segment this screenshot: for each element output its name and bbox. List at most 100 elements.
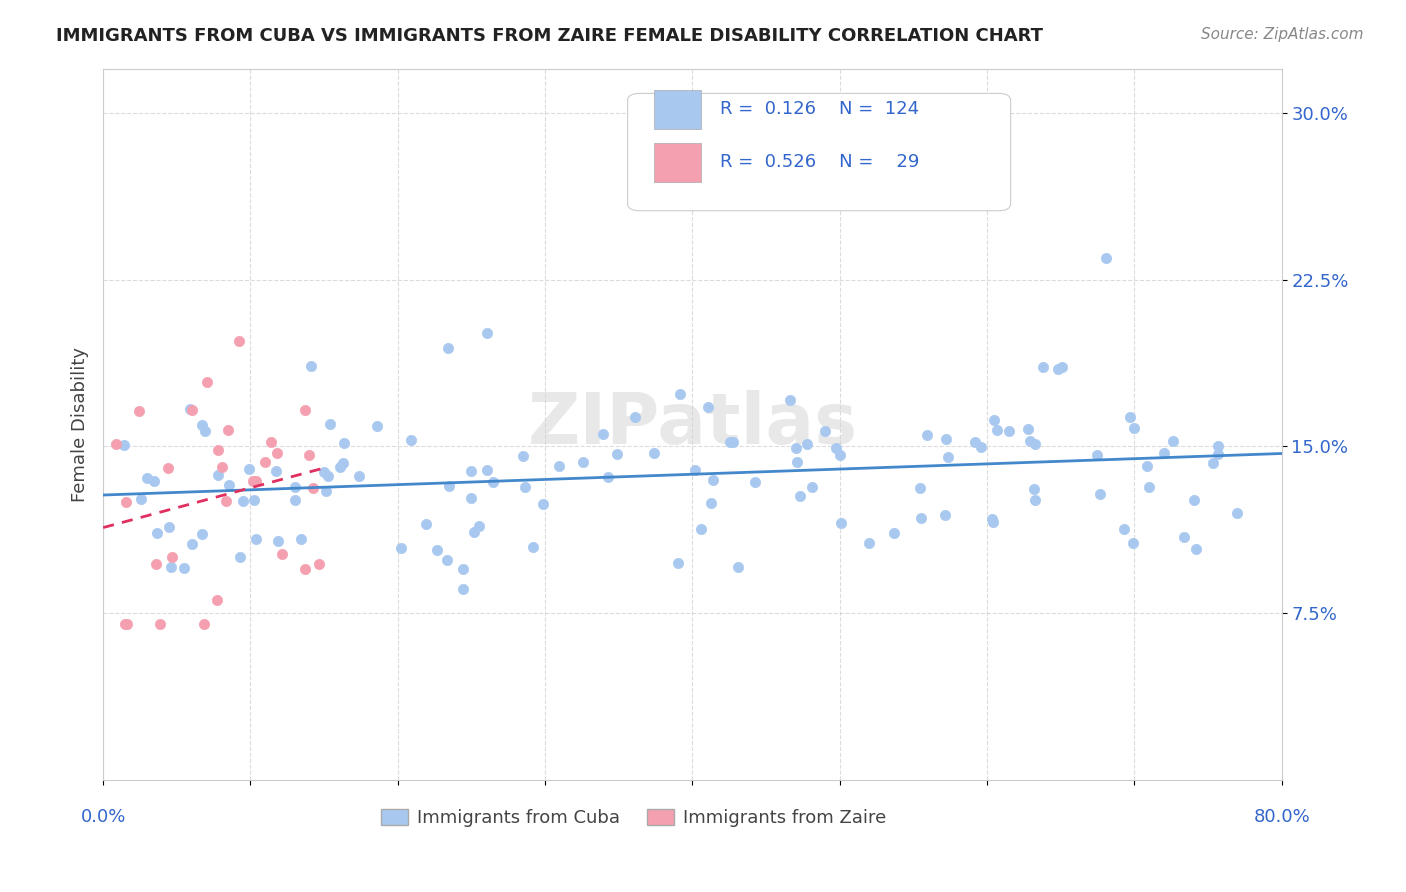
Point (997, 424, 1019, 438)
Point (149, 617, 172, 632)
Point (347, 469, 370, 483)
Point (1202, 456, 1225, 470)
Point (1173, 530, 1195, 544)
Point (401, 433, 423, 447)
Text: 80.0%: 80.0% (1253, 808, 1310, 826)
Point (592, 426, 614, 441)
Point (1046, 361, 1069, 376)
Point (229, 549, 252, 564)
Point (1114, 522, 1136, 536)
Point (284, 480, 307, 494)
Point (290, 532, 312, 546)
Point (114, 617, 136, 632)
Point (1024, 436, 1046, 450)
Point (1122, 535, 1144, 549)
Point (232, 494, 254, 508)
Point (145, 557, 167, 571)
Point (1123, 421, 1146, 435)
Point (1090, 486, 1112, 500)
Point (318, 417, 340, 431)
Point (796, 437, 818, 451)
Point (1206, 447, 1229, 461)
Point (1085, 448, 1108, 462)
Point (512, 450, 534, 464)
Text: ZIPatlas: ZIPatlas (527, 390, 858, 458)
Point (936, 450, 959, 465)
Point (786, 455, 808, 469)
Point (963, 435, 986, 450)
Point (910, 511, 932, 525)
Point (238, 462, 260, 476)
Point (668, 387, 690, 401)
Point (191, 418, 214, 433)
Point (129, 492, 152, 507)
Point (1153, 446, 1175, 460)
Text: Source: ZipAtlas.com: Source: ZipAtlas.com (1201, 27, 1364, 42)
Point (294, 561, 316, 575)
Point (463, 525, 485, 540)
Point (1032, 360, 1054, 375)
Point (785, 441, 807, 455)
Point (986, 423, 1008, 437)
Point (146, 526, 169, 541)
Point (572, 454, 595, 468)
Point (245, 474, 267, 488)
Point (298, 448, 321, 462)
Point (294, 403, 316, 417)
Point (135, 471, 157, 485)
Point (727, 559, 749, 574)
Point (482, 475, 505, 490)
Point (115, 617, 138, 632)
Point (596, 470, 619, 484)
Point (1017, 422, 1039, 436)
Point (983, 412, 1005, 426)
Text: R =  0.526    N =    29: R = 0.526 N = 29 (720, 153, 920, 171)
Point (981, 515, 1004, 529)
Point (451, 582, 474, 597)
Point (814, 424, 837, 438)
Point (1182, 492, 1205, 507)
Point (522, 540, 544, 554)
Point (702, 473, 724, 487)
Point (207, 443, 229, 458)
Point (329, 460, 352, 475)
Point (531, 497, 554, 511)
Point (142, 474, 165, 488)
Point (828, 448, 851, 462)
Point (981, 512, 1004, 526)
FancyBboxPatch shape (627, 94, 1011, 211)
Point (191, 527, 214, 541)
Point (260, 435, 283, 450)
Point (934, 508, 956, 523)
Point (316, 469, 339, 483)
Point (643, 446, 665, 460)
Point (1018, 434, 1040, 448)
Point (970, 440, 993, 454)
Point (744, 475, 766, 489)
Point (308, 557, 330, 571)
Legend: Immigrants from Cuba, Immigrants from Zaire: Immigrants from Cuba, Immigrants from Za… (374, 802, 893, 835)
Point (800, 480, 823, 494)
Text: 0.0%: 0.0% (80, 808, 125, 826)
Point (467, 519, 489, 533)
Point (415, 516, 437, 531)
Point (193, 617, 215, 632)
Point (228, 334, 250, 349)
Point (299, 359, 322, 373)
Point (475, 326, 498, 341)
Point (1161, 434, 1184, 448)
Point (1137, 480, 1160, 494)
Point (157, 520, 180, 534)
Point (160, 549, 183, 564)
Point (934, 432, 956, 446)
Point (606, 447, 628, 461)
Point (179, 402, 201, 417)
Point (425, 543, 447, 558)
Point (302, 481, 325, 495)
Point (439, 479, 461, 493)
Point (156, 461, 179, 475)
Point (723, 434, 745, 449)
Point (1206, 439, 1229, 453)
Point (315, 483, 337, 498)
Point (475, 463, 498, 477)
